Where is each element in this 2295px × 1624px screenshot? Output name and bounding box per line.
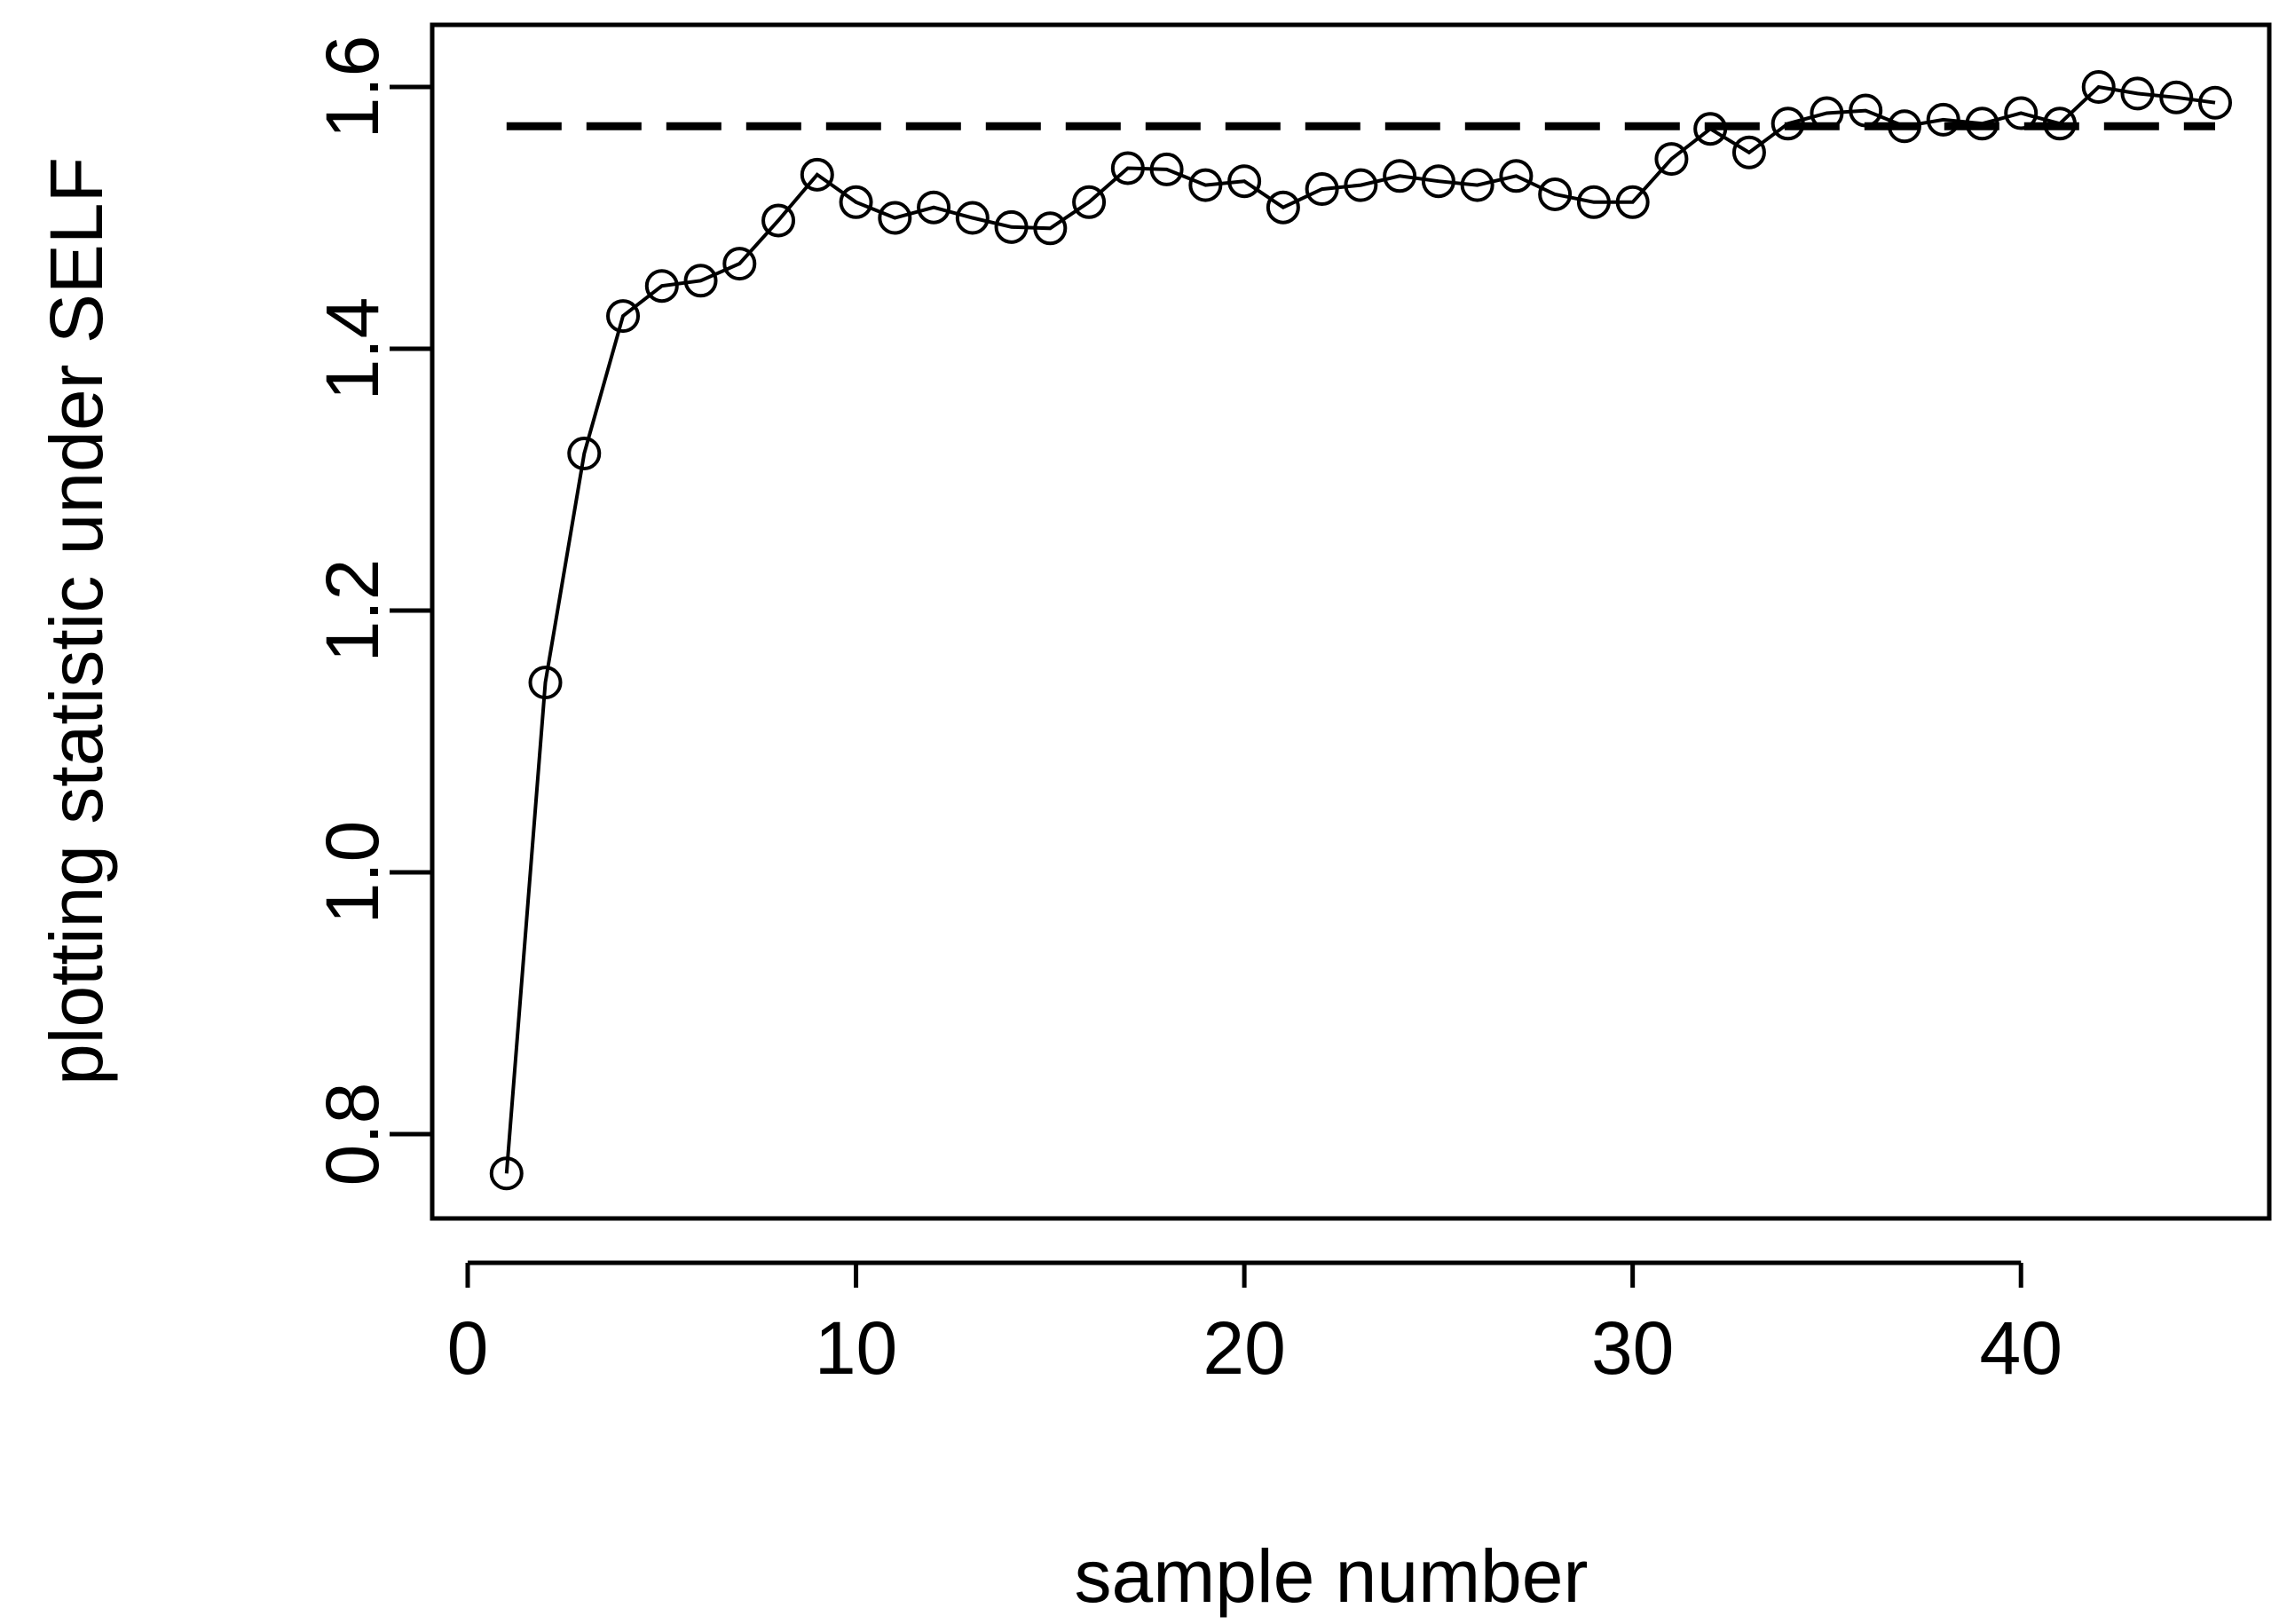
data-point [1538,177,1573,211]
data-point [722,247,757,281]
data-point [955,201,990,235]
x-axis-title: sample number [1075,1534,1589,1618]
y-tick-label: 0.8 [311,1083,394,1186]
data-point [761,203,796,238]
data-point [644,269,679,304]
data-point [1421,164,1455,199]
data-point [1460,168,1495,202]
data-point [1266,190,1300,225]
data-point [917,190,951,225]
data-point [606,299,641,334]
data-point [1731,135,1766,169]
plot-frame [430,22,2272,1221]
data-point [489,1156,524,1191]
x-tick-label: 40 [1980,1306,2062,1390]
data-point [2159,80,2194,114]
data-point [2198,85,2232,120]
x-tick-label: 0 [447,1306,489,1390]
x-tick-label: 30 [1591,1306,1674,1390]
data-point [1110,151,1145,185]
data-point [528,666,563,700]
data-point [878,201,912,235]
data-point [1033,211,1068,246]
data-point [2081,70,2116,104]
data-point [1305,172,1339,207]
y-tick-label: 1.4 [311,297,394,401]
data-point [1926,102,1960,137]
data-point [1072,185,1107,219]
y-tick-label: 1.0 [311,821,394,925]
data-point [1227,164,1262,199]
y-tick-label: 1.2 [311,559,394,663]
data-point [683,264,718,298]
data-point [1499,159,1534,193]
data-point [1188,168,1223,202]
x-tick-label: 20 [1203,1306,1285,1390]
data-point [800,157,834,192]
data-point [839,185,873,219]
data-point [1615,185,1650,219]
series-layer [489,70,2232,1191]
data-point [1344,168,1378,202]
y-axis: 0.8 1.0 1.2 1.4 1.6 [311,35,435,1186]
y-tick-label: 1.6 [311,35,394,139]
data-point [1576,185,1611,219]
data-point [1383,159,1417,193]
data-point [2120,76,2155,111]
data-point [1149,152,1184,186]
data-point [2004,96,2039,130]
y-axis-title: plotting statistic under SELF [35,157,118,1085]
data-point [1654,142,1689,177]
data-point [567,437,602,470]
x-tick-label: 10 [815,1306,897,1390]
series-line [504,84,2216,1174]
data-point [994,209,1029,244]
x-axis: 0 10 20 30 40 [447,1260,2062,1390]
